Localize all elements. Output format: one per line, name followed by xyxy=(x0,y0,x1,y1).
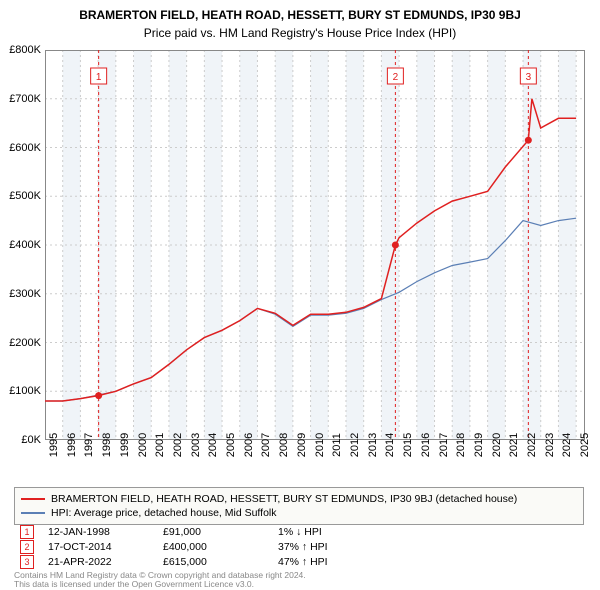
x-axis-label: 2021 xyxy=(508,433,520,457)
x-axis-label: 2003 xyxy=(190,433,202,457)
x-axis-label: 2006 xyxy=(243,433,255,457)
marker-row: 3 21-APR-2022£615,00047% ↑ HPI xyxy=(14,554,584,569)
x-axis-label: 2001 xyxy=(154,433,166,457)
x-axis-label: 1998 xyxy=(101,433,113,457)
price-chart: 1 2 3 xyxy=(45,50,585,440)
marker-pct: 47% ↑ HPI xyxy=(278,556,398,568)
legend-swatch-hpi xyxy=(21,512,45,514)
chart-title-main: BRAMERTON FIELD, HEATH ROAD, HESSETT, BU… xyxy=(0,0,600,22)
y-axis-labels: £0K£100K£200K£300K£400K£500K£600K£700K£8… xyxy=(3,50,43,440)
legend-box: BRAMERTON FIELD, HEATH ROAD, HESSETT, BU… xyxy=(14,487,584,525)
marker-date: 21-APR-2022 xyxy=(48,556,163,568)
x-axis-labels: 1995199619971998199920002001200220032004… xyxy=(45,445,585,485)
x-axis-label: 2005 xyxy=(225,433,237,457)
x-axis-label: 2019 xyxy=(473,433,485,457)
markers-table: 1 12-JAN-1998£91,0001% ↓ HPI 2 17-OCT-2014£… xyxy=(14,524,584,569)
x-axis-label: 2022 xyxy=(526,433,538,457)
x-axis-label: 2008 xyxy=(278,433,290,457)
y-axis-label: £100K xyxy=(9,385,41,397)
x-axis-label: 2013 xyxy=(367,433,379,457)
legend-swatch-property xyxy=(21,498,45,500)
svg-text:1: 1 xyxy=(96,72,102,83)
x-axis-label: 1995 xyxy=(48,433,60,457)
x-axis-label: 2025 xyxy=(579,433,591,457)
svg-text:2: 2 xyxy=(393,72,399,83)
x-axis-label: 1999 xyxy=(119,433,131,457)
marker-date: 12-JAN-1998 xyxy=(48,526,163,538)
marker-row: 2 17-OCT-2014£400,00037% ↑ HPI xyxy=(14,539,584,554)
marker-price: £615,000 xyxy=(163,556,278,568)
attribution-line2: This data is licensed under the Open Gov… xyxy=(14,580,306,589)
legend-label-property: BRAMERTON FIELD, HEATH ROAD, HESSETT, BU… xyxy=(51,493,517,505)
marker-number-box: 1 xyxy=(20,525,34,539)
marker-pct: 1% ↓ HPI xyxy=(278,526,398,538)
legend-row-hpi: HPI: Average price, detached house, Mid … xyxy=(21,506,577,520)
y-axis-label: £500K xyxy=(9,190,41,202)
x-axis-label: 2002 xyxy=(172,433,184,457)
chart-area: £0K£100K£200K£300K£400K£500K£600K£700K£8… xyxy=(45,50,585,440)
x-axis-label: 2011 xyxy=(331,433,343,457)
x-axis-label: 2018 xyxy=(455,433,467,457)
x-axis-label: 2014 xyxy=(384,433,396,457)
x-axis-label: 2015 xyxy=(402,433,414,457)
marker-number-box: 3 xyxy=(20,555,34,569)
y-axis-label: £600K xyxy=(9,142,41,154)
svg-text:3: 3 xyxy=(526,72,532,83)
y-axis-label: £200K xyxy=(9,337,41,349)
marker-number-box: 2 xyxy=(20,540,34,554)
marker-row: 1 12-JAN-1998£91,0001% ↓ HPI xyxy=(14,524,584,539)
x-axis-label: 1996 xyxy=(66,433,78,457)
x-axis-label: 2016 xyxy=(420,433,432,457)
x-axis-label: 2024 xyxy=(561,433,573,457)
x-axis-label: 2023 xyxy=(544,433,556,457)
x-axis-label: 2009 xyxy=(296,433,308,457)
x-axis-label: 2017 xyxy=(438,433,450,457)
y-axis-label: £0K xyxy=(21,434,41,446)
x-axis-label: 2010 xyxy=(314,433,326,457)
legend-label-hpi: HPI: Average price, detached house, Mid … xyxy=(51,507,277,519)
marker-pct: 37% ↑ HPI xyxy=(278,541,398,553)
x-axis-label: 2020 xyxy=(491,433,503,457)
x-axis-label: 2007 xyxy=(260,433,272,457)
chart-title-sub: Price paid vs. HM Land Registry's House … xyxy=(0,22,600,40)
attribution: Contains HM Land Registry data © Crown c… xyxy=(14,571,306,590)
marker-price: £400,000 xyxy=(163,541,278,553)
x-axis-label: 1997 xyxy=(83,433,95,457)
legend-row-property: BRAMERTON FIELD, HEATH ROAD, HESSETT, BU… xyxy=(21,492,577,506)
y-axis-label: £800K xyxy=(9,44,41,56)
y-axis-label: £300K xyxy=(9,288,41,300)
y-axis-label: £700K xyxy=(9,93,41,105)
x-axis-label: 2012 xyxy=(349,433,361,457)
marker-date: 17-OCT-2014 xyxy=(48,541,163,553)
x-axis-label: 2000 xyxy=(137,433,149,457)
marker-price: £91,000 xyxy=(163,526,278,538)
x-axis-label: 2004 xyxy=(207,433,219,457)
y-axis-label: £400K xyxy=(9,239,41,251)
